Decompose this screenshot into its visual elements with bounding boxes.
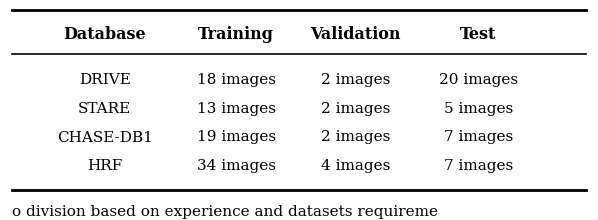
Text: HRF: HRF xyxy=(87,159,122,173)
Text: 20 images: 20 images xyxy=(439,73,518,87)
Text: 34 images: 34 images xyxy=(197,159,276,173)
Text: Training: Training xyxy=(198,26,274,43)
Text: STARE: STARE xyxy=(78,102,132,116)
Text: 2 images: 2 images xyxy=(321,73,390,87)
Text: 18 images: 18 images xyxy=(197,73,276,87)
Text: 19 images: 19 images xyxy=(197,130,276,145)
Text: Database: Database xyxy=(63,26,146,43)
Text: 7 images: 7 images xyxy=(444,130,513,145)
Text: 7 images: 7 images xyxy=(444,159,513,173)
Text: 2 images: 2 images xyxy=(321,130,390,145)
Text: 2 images: 2 images xyxy=(321,102,390,116)
Text: 5 images: 5 images xyxy=(444,102,513,116)
Text: DRIVE: DRIVE xyxy=(79,73,130,87)
Text: CHASE-DB1: CHASE-DB1 xyxy=(57,130,152,145)
Text: 4 images: 4 images xyxy=(321,159,390,173)
Text: Test: Test xyxy=(460,26,496,43)
Text: o division based on experience and datasets requireme: o division based on experience and datas… xyxy=(12,205,438,219)
Text: 13 images: 13 images xyxy=(197,102,276,116)
Text: Validation: Validation xyxy=(310,26,401,43)
